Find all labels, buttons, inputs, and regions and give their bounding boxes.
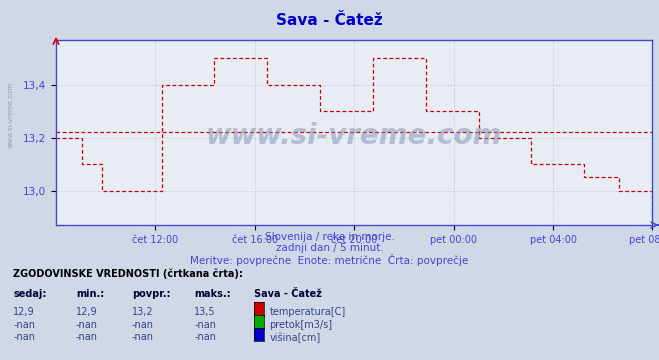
Text: temperatura[C]: temperatura[C] xyxy=(270,307,346,317)
Text: povpr.:: povpr.: xyxy=(132,289,170,299)
Text: Slovenija / reke in morje.: Slovenija / reke in morje. xyxy=(264,232,395,242)
Text: -nan: -nan xyxy=(132,320,154,330)
Text: maks.:: maks.: xyxy=(194,289,231,299)
Text: -nan: -nan xyxy=(194,332,216,342)
Text: -nan: -nan xyxy=(13,332,35,342)
Text: ZGODOVINSKE VREDNOSTI (črtkana črta):: ZGODOVINSKE VREDNOSTI (črtkana črta): xyxy=(13,268,243,279)
Text: min.:: min.: xyxy=(76,289,104,299)
Text: 13,5: 13,5 xyxy=(194,307,216,317)
Text: www.si-vreme.com: www.si-vreme.com xyxy=(8,82,14,148)
Text: -nan: -nan xyxy=(76,320,98,330)
Text: 12,9: 12,9 xyxy=(76,307,98,317)
Text: Meritve: povprečne  Enote: metrične  Črta: povprečje: Meritve: povprečne Enote: metrične Črta:… xyxy=(190,254,469,266)
Text: -nan: -nan xyxy=(194,320,216,330)
Text: pretok[m3/s]: pretok[m3/s] xyxy=(270,320,333,330)
Text: Sava - Čatež: Sava - Čatež xyxy=(276,13,383,28)
Text: višina[cm]: višina[cm] xyxy=(270,332,321,343)
Text: www.si-vreme.com: www.si-vreme.com xyxy=(206,122,502,150)
Text: -nan: -nan xyxy=(132,332,154,342)
Text: zadnji dan / 5 minut.: zadnji dan / 5 minut. xyxy=(275,243,384,253)
Text: Sava - Čatež: Sava - Čatež xyxy=(254,289,322,299)
Text: sedaj:: sedaj: xyxy=(13,289,47,299)
Text: -nan: -nan xyxy=(13,320,35,330)
Text: -nan: -nan xyxy=(76,332,98,342)
Text: 12,9: 12,9 xyxy=(13,307,35,317)
Text: 13,2: 13,2 xyxy=(132,307,154,317)
